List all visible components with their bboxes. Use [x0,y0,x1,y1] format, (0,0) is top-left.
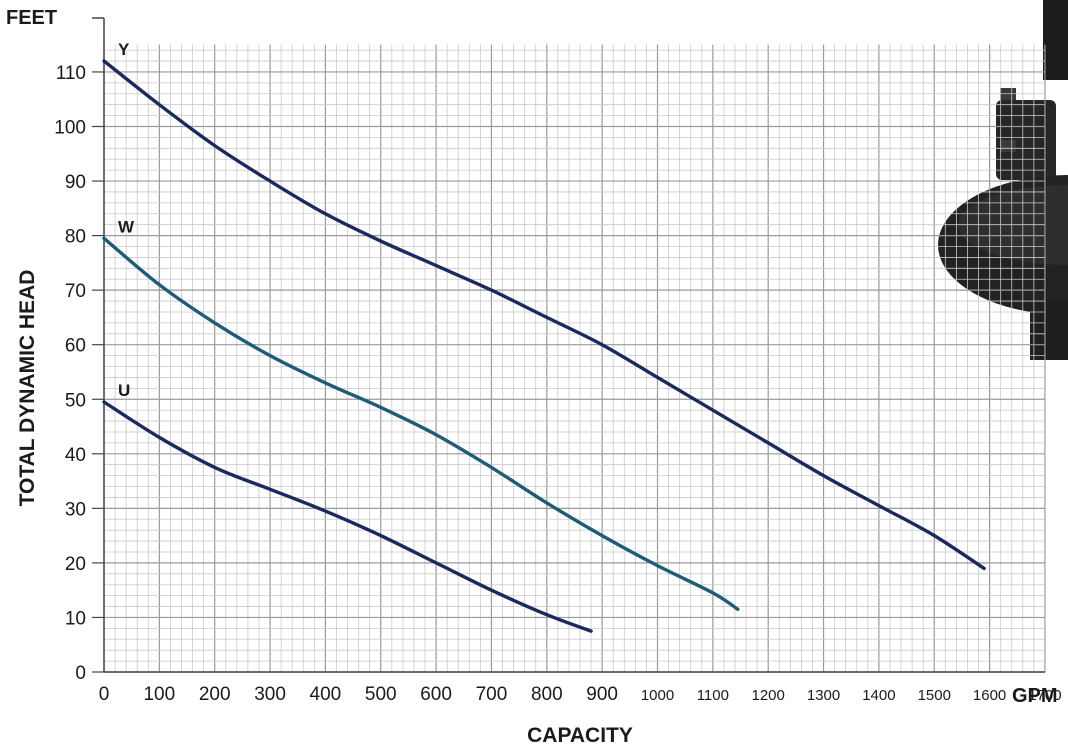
series-label-w: W [118,217,135,236]
series-line-u [102,400,593,633]
y-tick-label: 10 [65,608,86,629]
chart-series: Y W U [102,40,986,633]
x-tick-label: 1600 [973,687,1006,704]
y-unit-label: FEET [6,7,57,29]
y-tick-labels: 0 10 20 30 40 50 60 70 80 90 100 110 [54,63,104,684]
x-tick-label: 1300 [807,687,840,704]
y-tick-label: 20 [65,554,86,575]
x-tick-label: 500 [365,684,397,705]
y-axis-label: TOTAL DYNAMIC HEAD [16,270,39,507]
y-tick-label: 90 [65,172,86,193]
y-tick-label: 0 [75,663,86,684]
pump-image [938,0,1068,360]
y-tick-label: 70 [65,281,86,302]
y-tick-label: 60 [65,336,86,357]
series-line-w [102,236,740,611]
x-tick-label: 1100 [697,687,729,704]
y-tick-label: 40 [65,445,86,466]
x-unit-label: GPM [1012,685,1058,707]
x-tick-label: 200 [199,684,231,705]
x-tick-label: 900 [586,684,618,705]
y-tick-label: 50 [65,390,86,411]
x-tick-label: 400 [310,684,342,705]
x-tick-label: 700 [476,684,508,705]
x-tick-label: 1200 [752,687,785,704]
x-tick-label: 1500 [918,687,951,704]
y-tick-label: 30 [65,499,86,520]
x-tick-label: 100 [143,684,175,705]
x-tick-label: 0 [99,684,110,705]
y-tick-label: 110 [56,63,86,84]
x-tick-label: 800 [531,684,563,705]
x-tick-label: 600 [420,684,452,705]
x-axis-label: CAPACITY [527,724,633,747]
series-label-u: U [118,381,130,400]
x-tick-label: 300 [254,684,286,705]
x-tick-label: 1400 [862,687,895,704]
series-line-y [102,59,986,571]
y-tick-label: 100 [54,118,86,139]
series-label-y: Y [118,40,130,59]
x-tick-label: 1700 [1028,687,1061,704]
x-tick-label: 1000 [641,687,674,704]
chart-grid [103,44,1046,673]
x-tick-labels: 0 100 200 300 400 500 600 700 800 900 1000 1100 1200… [99,684,1062,705]
y-tick-label: 80 [65,227,86,248]
